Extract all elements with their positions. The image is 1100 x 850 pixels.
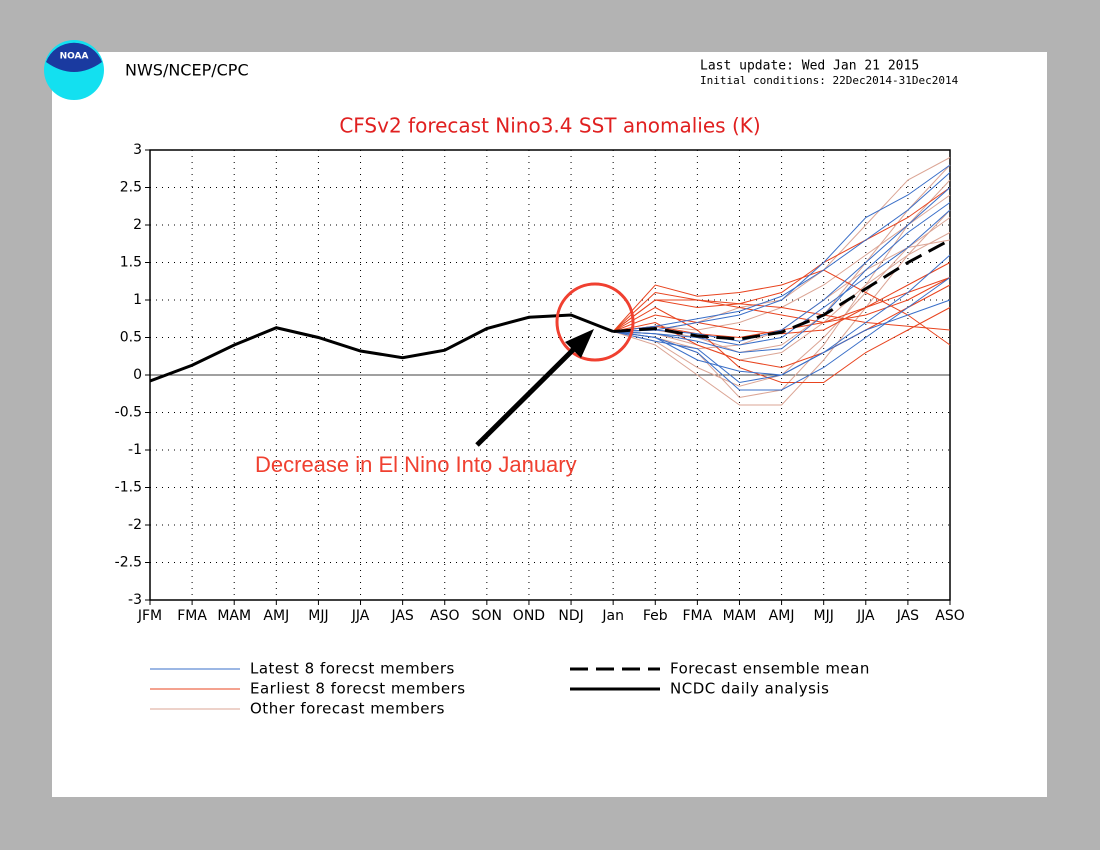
annotation: Decrease in El Nino Into January (255, 452, 577, 477)
member-line (613, 299, 951, 384)
x-tick-label: AMJ (263, 608, 289, 624)
y-tick-label: 2 (133, 217, 142, 233)
y-tick-label: -2 (128, 517, 142, 533)
plot-frame (149, 149, 951, 601)
legend-label: Other forecast members (250, 700, 445, 718)
y-tick-label: 1 (133, 292, 142, 308)
x-tick-label: OND (513, 608, 545, 624)
x-tick-label: MJJ (814, 608, 834, 624)
x-tick-label: ASO (935, 608, 964, 624)
x-tick-label: SON (472, 608, 502, 624)
legend-label: Forecast ensemble mean (670, 660, 870, 678)
annotation-circle (555, 282, 635, 362)
member-line (612, 277, 951, 332)
member-line (613, 202, 951, 354)
y-tick-label: -1 (128, 442, 142, 458)
initial-conditions: Initial conditions: 22Dec2014-31Dec2014 (700, 74, 959, 87)
x-tick-label: MAM (217, 608, 251, 624)
legend-label: Latest 8 forecst members (250, 660, 455, 678)
analysis-line (149, 313, 614, 383)
member-line (613, 172, 951, 332)
arrow-head (565, 329, 594, 358)
x-tick-label: NDJ (558, 608, 583, 624)
logo-text: NOAA (60, 52, 89, 62)
last-update: Last update: Wed Jan 21 2015 (700, 59, 919, 74)
member-line (613, 277, 951, 391)
x-tick-label: FMA (177, 608, 207, 624)
y-tick-label: 0.5 (120, 330, 142, 346)
member-line (612, 306, 951, 383)
member-line (612, 187, 951, 332)
x-tick-label: JFM (137, 608, 162, 624)
member-line (613, 209, 951, 346)
y-tick-label: -2.5 (115, 555, 142, 571)
x-tick-label: ASO (430, 608, 459, 624)
x-tick-label: AMJ (769, 608, 795, 624)
x-tick-label: JAS (390, 608, 413, 624)
legend-label: NCDC daily analysis (670, 680, 829, 698)
member-line (612, 269, 951, 346)
x-tick-label: MAM (723, 608, 757, 624)
y-tick-label: 3 (133, 142, 142, 158)
x-tick-label: FMA (683, 608, 713, 624)
logo-top (46, 42, 102, 72)
chart-title: CFSv2 forecast Nino3.4 SST anomalies (K) (339, 114, 760, 138)
member-line (612, 291, 951, 332)
y-tick-label: 0 (133, 367, 142, 383)
mean-line (613, 238, 951, 341)
x-tick-label: JJA (856, 608, 875, 624)
y-tick-label: -0.5 (115, 405, 142, 421)
agency: NWS/NCEP/CPC (125, 61, 249, 80)
y-tick-label: 1.5 (120, 255, 142, 271)
panel (52, 52, 1047, 797)
x-tick-label: Feb (643, 608, 668, 624)
y-tick-label: 2.5 (120, 180, 142, 196)
y-tick-label: -1.5 (115, 480, 142, 496)
x-tick-label: JAS (896, 608, 919, 624)
legend-label: Earliest 8 forecst members (250, 680, 466, 698)
x-tick-label: Jan (601, 608, 624, 624)
x-tick-label: MJJ (308, 608, 328, 624)
y-tick-label: -3 (128, 592, 142, 608)
member-line (613, 164, 951, 332)
x-tick-label: JJA (351, 608, 370, 624)
member-line (613, 232, 951, 361)
annotation-arrow (475, 341, 582, 447)
